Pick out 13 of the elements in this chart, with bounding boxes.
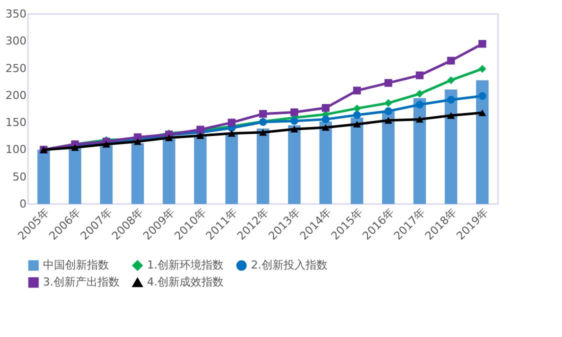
legend-label: 2.创新投入指数 [251,258,328,272]
y-tick-label: 250 [6,62,26,75]
y-tick-label: 0 [20,198,26,210]
legend-label: 3.创新产出指数 [43,276,120,288]
legend-label: 1.创新环境指数 [147,258,224,272]
y-tick-label: 350 [6,8,26,20]
y-tick-label: 150 [6,116,26,130]
legend-label: 4.创新成效指数 [147,276,224,288]
y-tick-label: 100 [6,143,26,156]
y-tick-label: 300 [6,34,26,48]
y-tick-label: 200 [6,88,26,102]
y-tick-label: 50 [12,170,26,184]
legend-label: 中国创新指数 [43,258,109,272]
